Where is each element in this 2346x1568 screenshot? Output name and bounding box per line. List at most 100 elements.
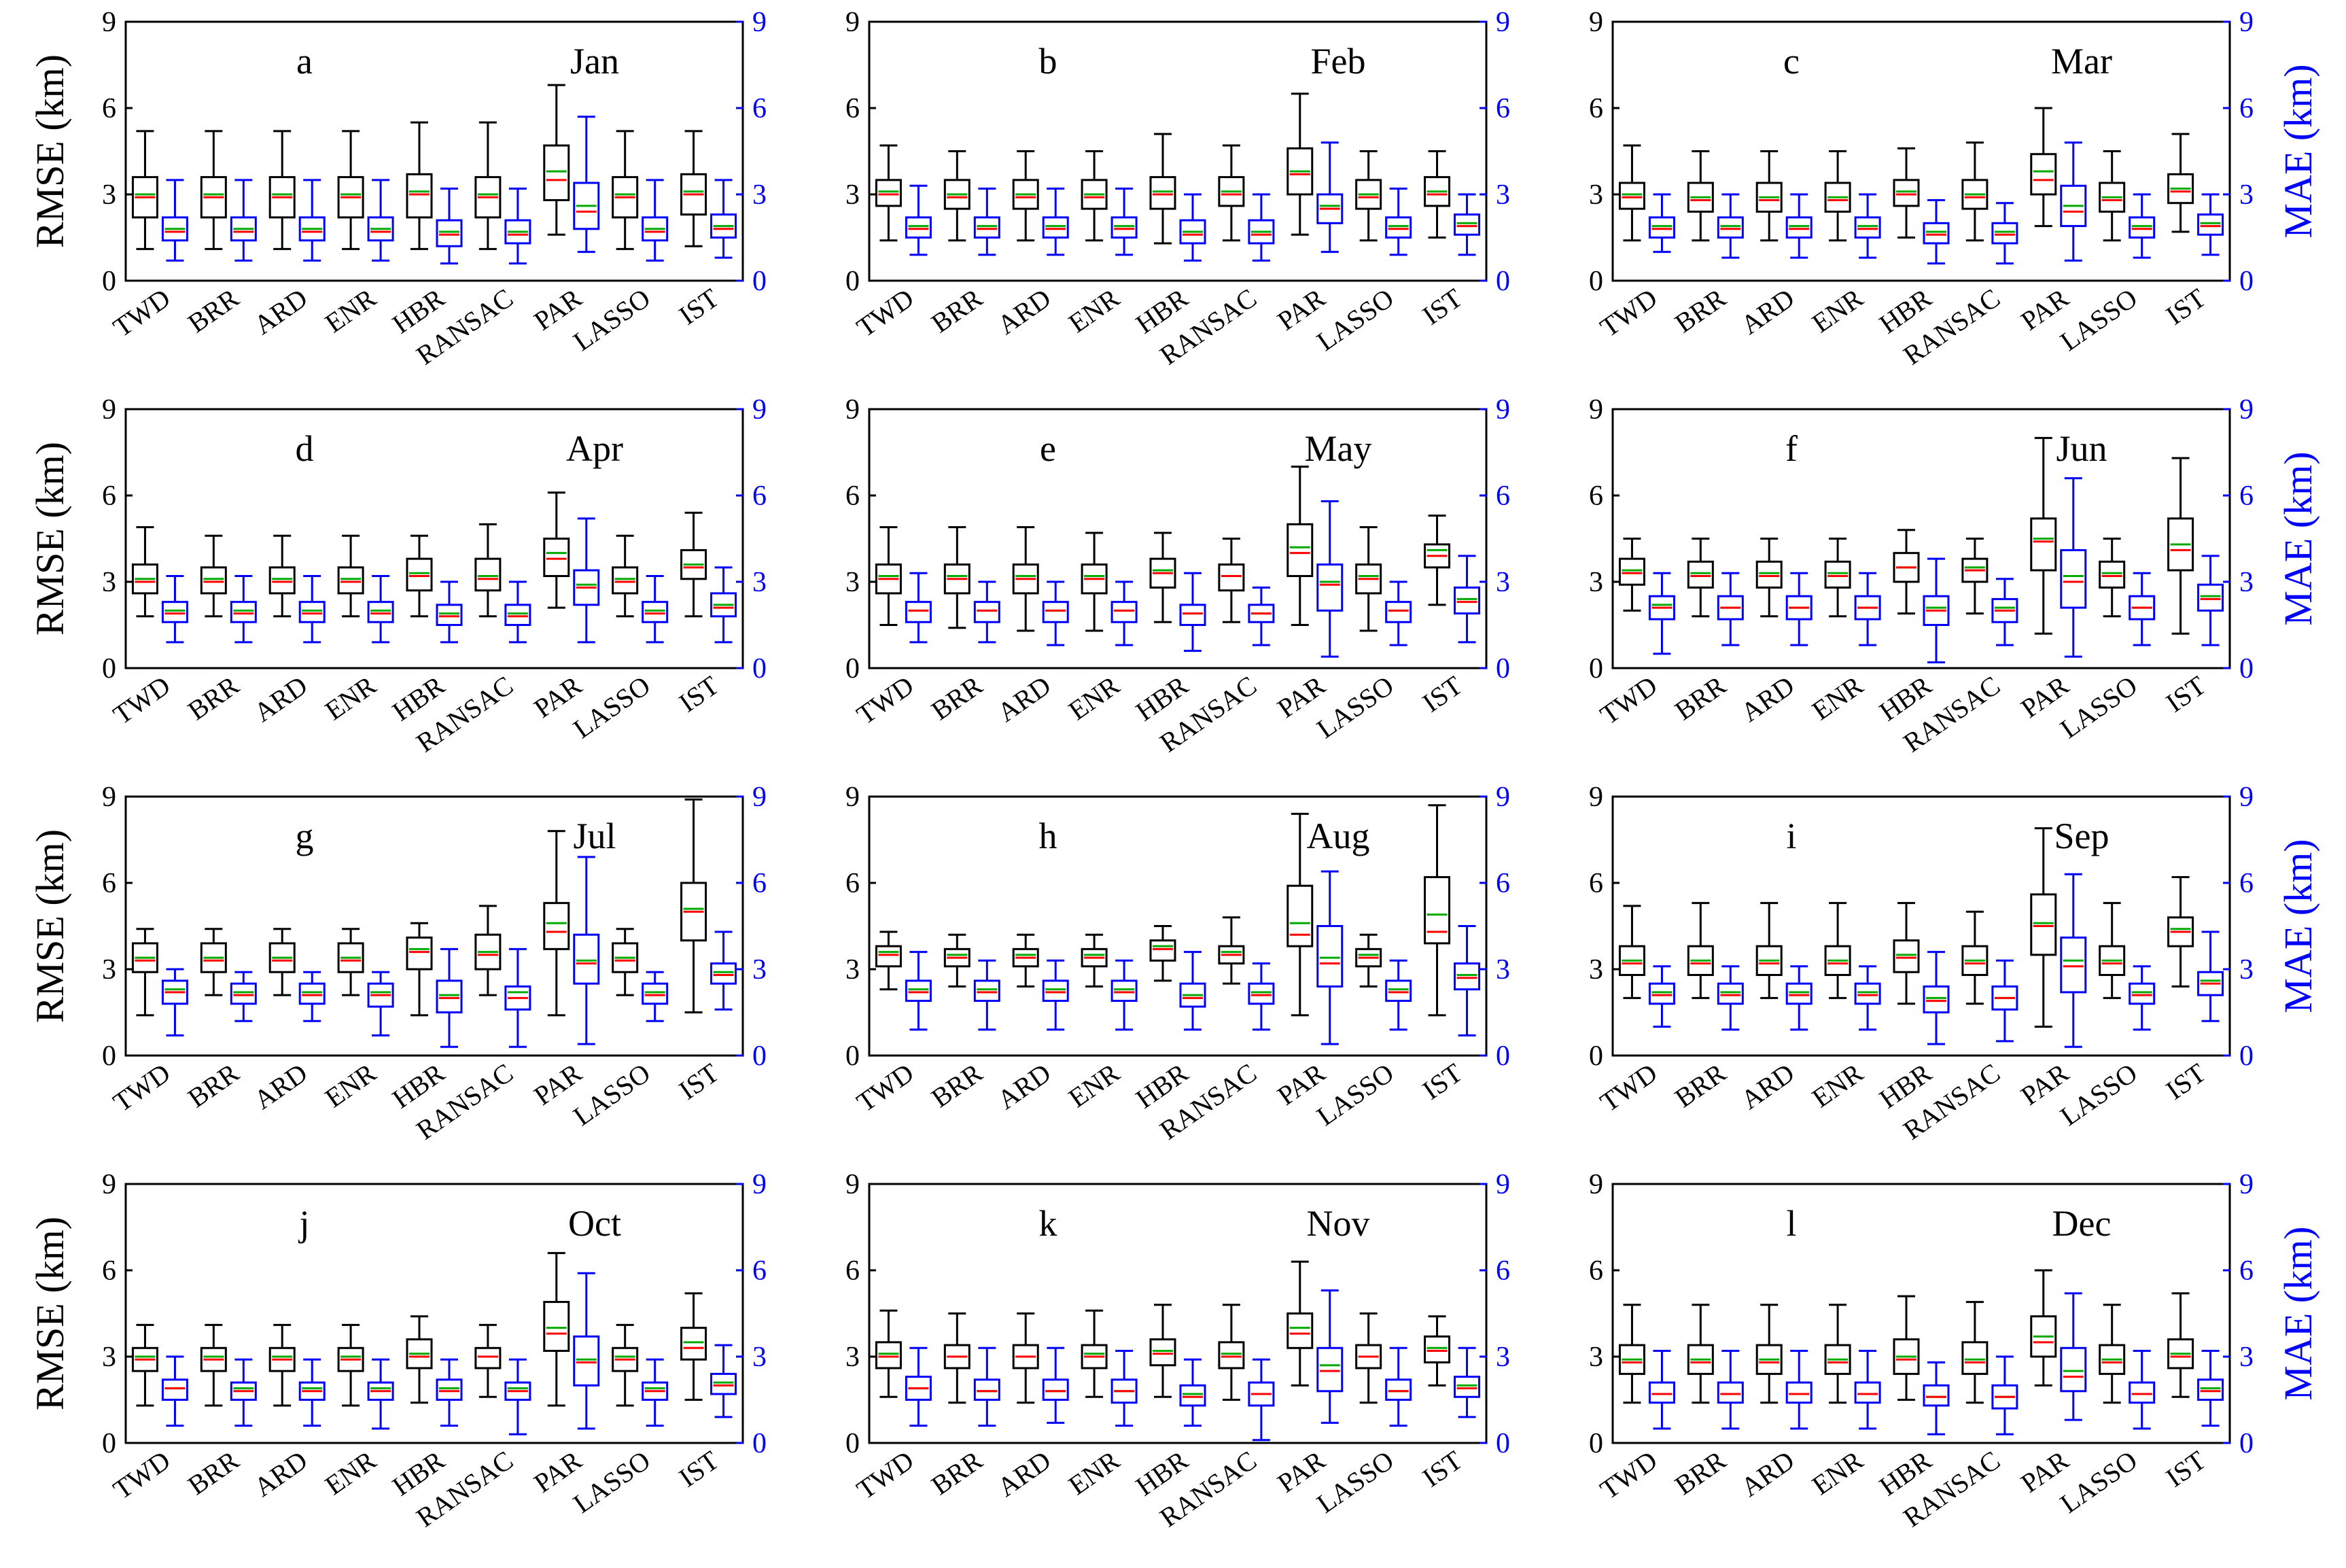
rmse-box-RANSAC [1961,910,1989,1005]
rmse-iqr-box [2099,560,2126,589]
rmse-iqr-box [1618,181,1645,210]
mae-iqr-box [1923,1384,1950,1407]
mae-iqr-box [973,979,1000,1003]
rmse-box-RANSAC [1961,1301,1989,1404]
x-tick-label: IST [1417,283,1468,331]
mae-iqr-box [905,216,932,239]
left-tick-label: 6 [102,868,116,899]
rmse-iqr-box [875,945,902,968]
mae-iqr-box [973,216,1000,239]
left-tick-label: 0 [1589,266,1603,297]
mae-box-BRR [1717,965,1744,1031]
mae-iqr-box [1785,216,1813,239]
x-tick-label: IST [2160,283,2211,331]
mae-iqr-box [1316,563,1344,612]
left-tick-label: 0 [1589,1428,1603,1459]
rmse-iqr-box [1618,557,1645,586]
mae-box-ENR [367,1358,394,1430]
rmse-box-LASSO [612,130,639,250]
rmse-iqr-box [1218,563,1245,592]
mae-box-ARD [298,575,326,644]
mae-box-ARD [1785,572,1813,646]
x-tick-label: LASSO [567,1058,656,1132]
x-tick-label: IST [673,283,724,331]
mae-box-PAR [2060,1292,2087,1421]
mae-box-LASSO [1385,1346,1412,1427]
right-tick-label: 3 [1496,567,1510,598]
mae-iqr-box [642,601,669,623]
right-axis-title: MAE (km) [2276,451,2320,625]
panel-letter: i [1786,816,1796,856]
left-tick-label: 6 [102,481,116,512]
mae-box-ENR [1854,193,1881,259]
mae-box-TWD [1648,193,1675,254]
x-tick-label: ARD [992,670,1056,728]
left-tick-label: 6 [102,93,116,124]
plot-frame [124,1183,744,1444]
mae-box-LASSO [1385,188,1412,256]
mae-box-BRR [230,575,257,644]
rmse-box-ENR [337,928,364,996]
mae-iqr-box [710,1372,737,1395]
rmse-iqr-box [1149,939,1176,962]
rmse-box-ARD [268,130,296,250]
mae-iqr-box [1454,962,1481,991]
left-tick-label: 6 [845,481,860,512]
x-tick-label: LASSO [2054,1058,2143,1132]
mae-box-PAR [573,517,600,644]
rmse-iqr-box [1149,1338,1176,1367]
right-tick-label: 3 [752,567,767,598]
plot-frame [124,408,744,669]
mae-iqr-box [1648,982,1675,1005]
mae-box-RANSAC [504,188,531,265]
rmse-iqr-box [2030,153,2057,196]
mae-iqr-box [2129,1381,2156,1404]
x-tick-label: LASSO [1311,283,1399,358]
mae-iqr-box [2197,583,2224,612]
right-tick-label: 3 [2239,567,2254,598]
panel-letter: b [1039,41,1057,82]
rmse-box-ARD [1012,150,1039,242]
mae-box-RANSAC [1248,586,1275,646]
rmse-box-ENR [337,130,364,250]
month-label: May [1305,428,1372,469]
rmse-box-IST [1424,150,1451,239]
x-tick-label: TWD [1594,1058,1662,1118]
right-tick-label: 0 [752,266,767,297]
mae-iqr-box [230,982,257,1005]
rmse-iqr-box [612,566,639,595]
x-tick-label: TWD [1594,1445,1662,1505]
rmse-box-ARD [268,534,296,618]
mae-iqr-box [2060,1346,2087,1393]
mae-box-ARD [1785,1350,1813,1430]
rmse-box-PAR [543,491,570,609]
x-tick-label: ENR [1063,282,1125,338]
rmse-box-RANSAC [1218,916,1245,985]
rmse-box-RANSAC [1961,141,1989,242]
rmse-box-IST [1424,1315,1451,1387]
mae-box-ENR [1110,188,1138,256]
rmse-box-LASSO [612,534,639,618]
x-tick-label: LASSO [2054,670,2143,745]
left-tick-label: 9 [1589,1169,1603,1200]
right-axis-title: MAE (km) [2276,1226,2320,1400]
mae-iqr-box [905,979,932,1003]
mae-iqr-box [1385,1378,1412,1401]
month-label: Apr [566,428,623,469]
mae-box-LASSO [1385,580,1412,646]
x-tick-label: BRR [1669,1444,1732,1501]
mae-iqr-box [1923,985,1950,1014]
mae-box-ARD [1042,188,1069,256]
mae-box-ENR [367,575,394,644]
left-tick-label: 0 [845,1428,860,1459]
plot-frame [868,795,1488,1057]
rmse-box-PAR [1286,812,1314,1017]
x-tick-label: TWD [107,1058,175,1118]
mae-box-TWD [905,951,932,1031]
rmse-box-HBR [406,534,433,618]
rmse-box-ENR [1824,902,1851,999]
